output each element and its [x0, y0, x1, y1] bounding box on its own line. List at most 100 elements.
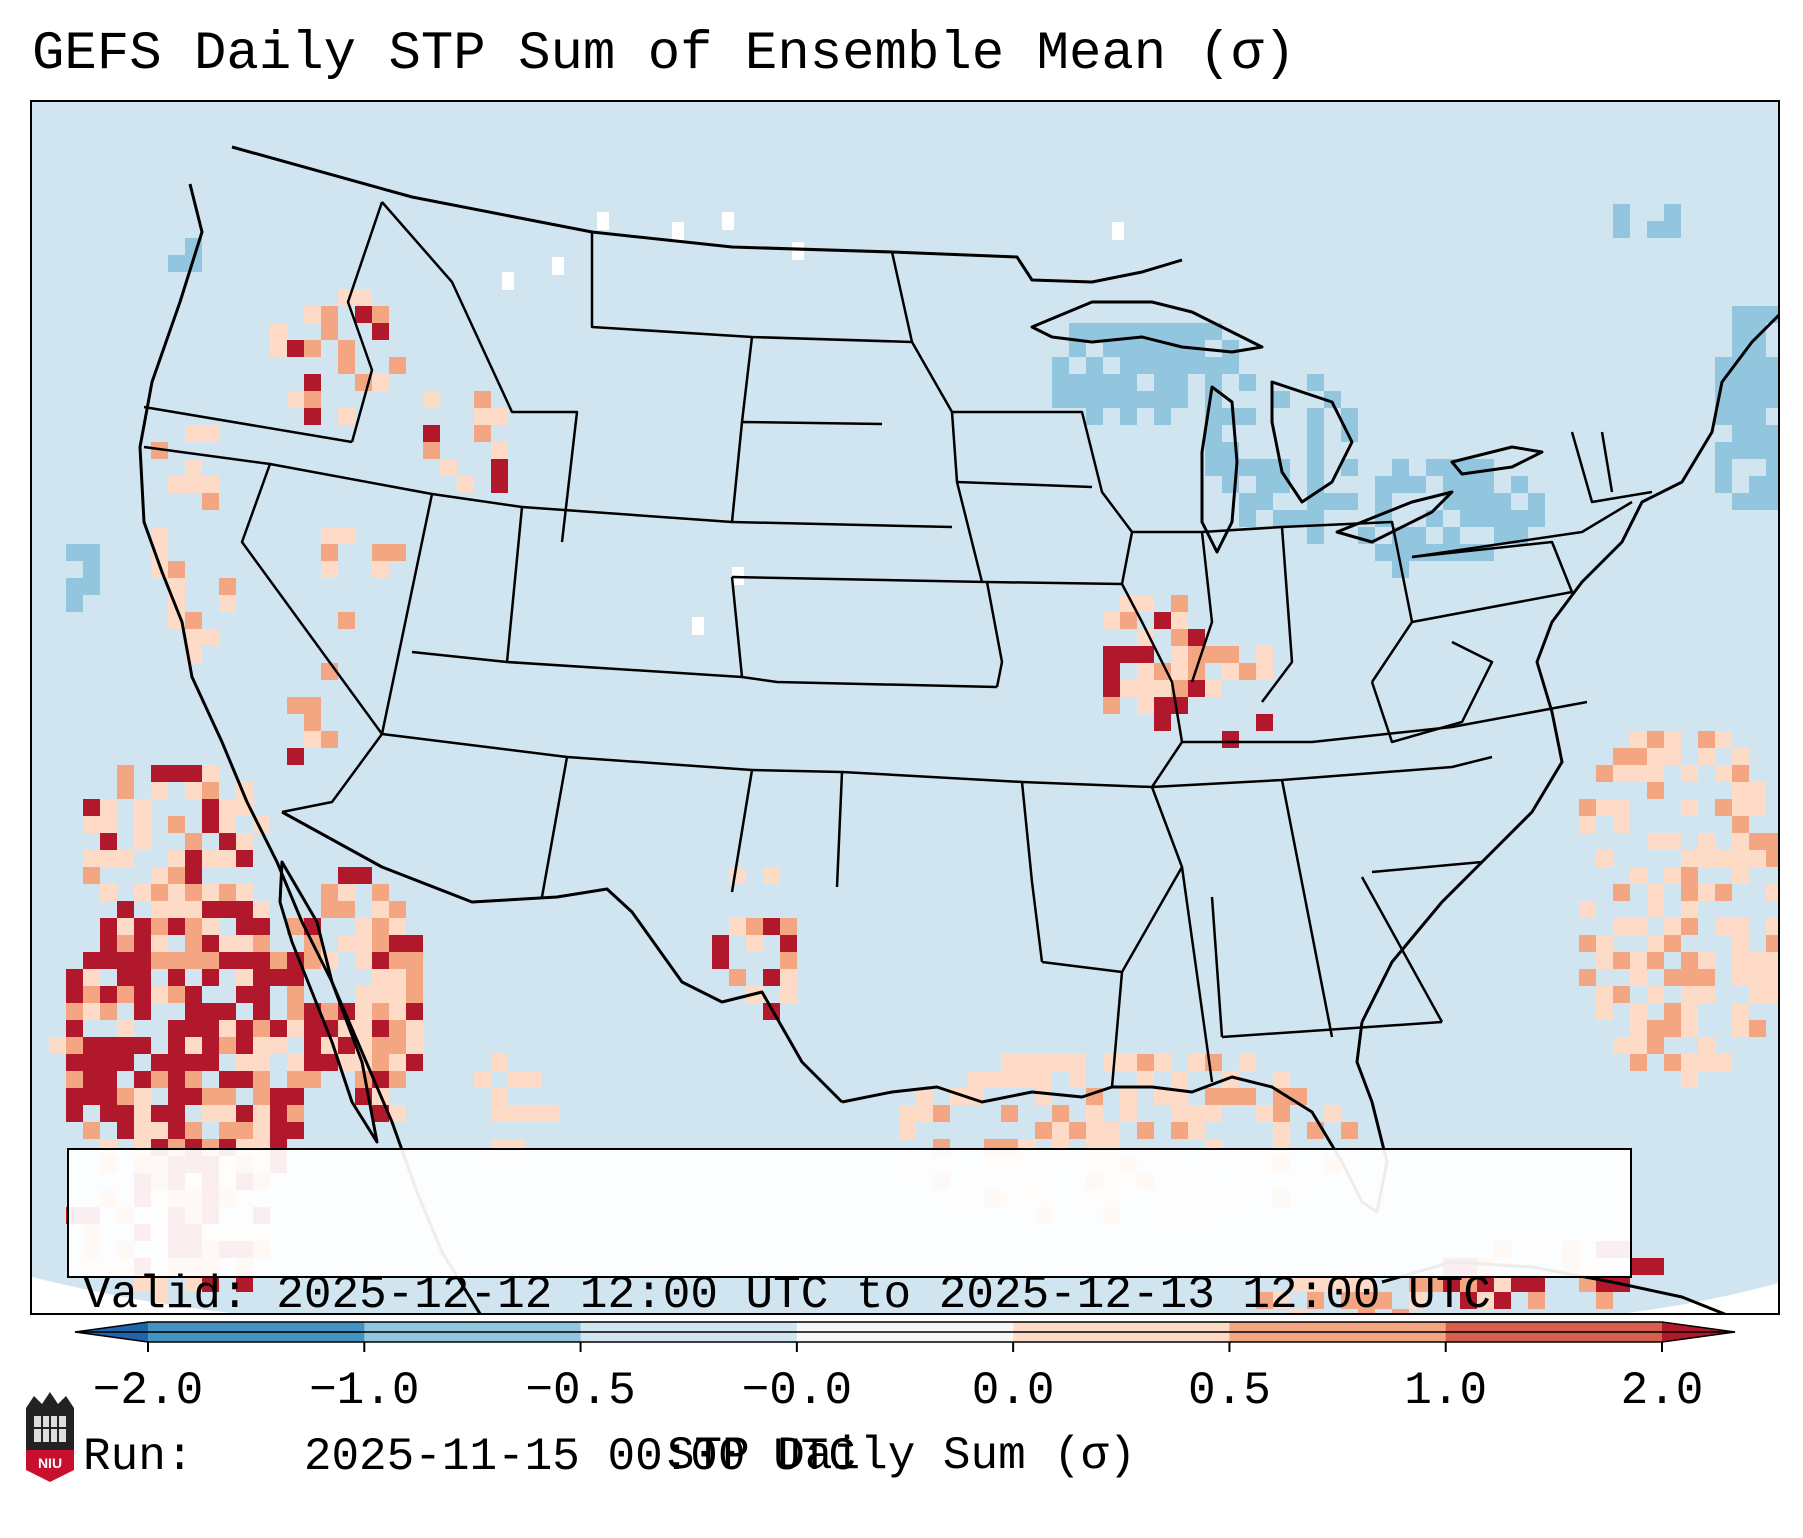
stp-cell — [780, 918, 797, 935]
stp-cell — [253, 1003, 270, 1020]
stp-cell — [1341, 1122, 1358, 1139]
stp-cell — [1732, 408, 1749, 425]
domain-edge-right — [1626, 1283, 1778, 1313]
stp-cell — [389, 1054, 406, 1071]
stp-cell — [1375, 476, 1392, 493]
stp-cell — [1664, 204, 1681, 221]
stp-cell — [1154, 374, 1171, 391]
stp-cell — [389, 986, 406, 1003]
stp-cell — [168, 1054, 185, 1071]
stp-cell — [185, 884, 202, 901]
stp-cell — [1341, 408, 1358, 425]
stp-cell — [372, 918, 389, 935]
stp-cell — [253, 1071, 270, 1088]
stp-cell — [1766, 952, 1778, 969]
stp-cell — [185, 1275, 202, 1292]
stp-cell — [287, 1088, 304, 1105]
stp-cell — [1307, 374, 1324, 391]
stp-cell — [1698, 1054, 1715, 1071]
stp-cell — [185, 1122, 202, 1139]
stp-cell — [1732, 442, 1749, 459]
stp-cell — [1443, 1275, 1460, 1292]
stp-cell — [117, 986, 134, 1003]
stp-cell — [321, 884, 338, 901]
stp-cell — [1035, 1088, 1052, 1105]
stp-cell — [1103, 391, 1120, 408]
stp-cell — [253, 952, 270, 969]
stp-cell — [83, 1054, 100, 1071]
stp-cell — [491, 408, 508, 425]
stp-cell — [168, 1020, 185, 1037]
stp-cell — [1035, 1071, 1052, 1088]
stp-cell — [1137, 1071, 1154, 1088]
stp-cell — [1596, 1292, 1613, 1309]
stp-cell — [219, 1122, 236, 1139]
stp-cell — [321, 561, 338, 578]
stp-cell — [1732, 306, 1749, 323]
colorbar-tick-label: 0.5 — [1188, 1365, 1271, 1417]
stp-cell — [491, 476, 508, 493]
stp-cell — [372, 306, 389, 323]
stp-cell — [1647, 748, 1664, 765]
run-label: Run: — [83, 1431, 194, 1483]
stp-cell — [1732, 918, 1749, 935]
stp-cell — [1630, 1003, 1647, 1020]
stp-cell — [389, 357, 406, 374]
stp-cell — [1647, 935, 1664, 952]
stp-cell — [1732, 1020, 1749, 1037]
stp-cell — [151, 527, 168, 544]
stp-cell — [1103, 612, 1120, 629]
stp-cell — [1749, 374, 1766, 391]
stp-cell — [1443, 493, 1460, 510]
stp-cell — [304, 1071, 321, 1088]
colorbar-tick-label: 2.0 — [1620, 1365, 1704, 1417]
stp-cell — [1477, 1275, 1494, 1292]
stp-cell — [338, 901, 355, 918]
stp-cell — [1698, 952, 1715, 969]
stp-cell — [1222, 357, 1239, 374]
stp-cell — [1647, 884, 1664, 901]
stp-cell — [729, 867, 746, 884]
stp-cell — [1698, 731, 1715, 748]
stp-cell — [355, 1003, 372, 1020]
stp-cell — [1171, 323, 1188, 340]
stp-cell — [1205, 646, 1222, 663]
stp-cell — [185, 1071, 202, 1088]
stp-cell — [1205, 459, 1222, 476]
stp-cell — [1698, 986, 1715, 1003]
stp-cell — [1647, 952, 1664, 969]
stp-cell — [185, 1037, 202, 1054]
stp-cell — [1664, 935, 1681, 952]
lake-erie — [1335, 490, 1454, 544]
stp-cell — [185, 867, 202, 884]
stp-cell — [185, 612, 202, 629]
stp-cell — [1103, 1122, 1120, 1139]
stp-cell — [1375, 493, 1392, 510]
stp-cell — [253, 1054, 270, 1071]
stp-cell — [1664, 1020, 1681, 1037]
stp-cell — [287, 1122, 304, 1139]
stp-cell — [202, 1088, 219, 1105]
stp-cell — [372, 952, 389, 969]
stp-cell — [185, 935, 202, 952]
colorbar-tick-label: −0.0 — [741, 1365, 853, 1417]
stp-cell — [100, 1105, 117, 1122]
stp-cell — [185, 476, 202, 493]
stp-cell — [1749, 442, 1766, 459]
stp-cell — [1188, 357, 1205, 374]
stp-cell — [270, 1037, 287, 1054]
stp-cell — [270, 1088, 287, 1105]
stp-cell — [1749, 799, 1766, 816]
stp-cell — [1341, 1275, 1358, 1292]
stp-cell — [1613, 952, 1630, 969]
stp-cell — [151, 935, 168, 952]
stp-cell — [712, 935, 729, 952]
stp-cell — [66, 1071, 83, 1088]
stp-cell — [1681, 918, 1698, 935]
stp-cell — [219, 1003, 236, 1020]
stp-cell — [1205, 442, 1222, 459]
stp-cell — [1171, 357, 1188, 374]
stp-cell — [321, 544, 338, 561]
stp-cell — [967, 1071, 984, 1088]
stp-cell — [355, 952, 372, 969]
